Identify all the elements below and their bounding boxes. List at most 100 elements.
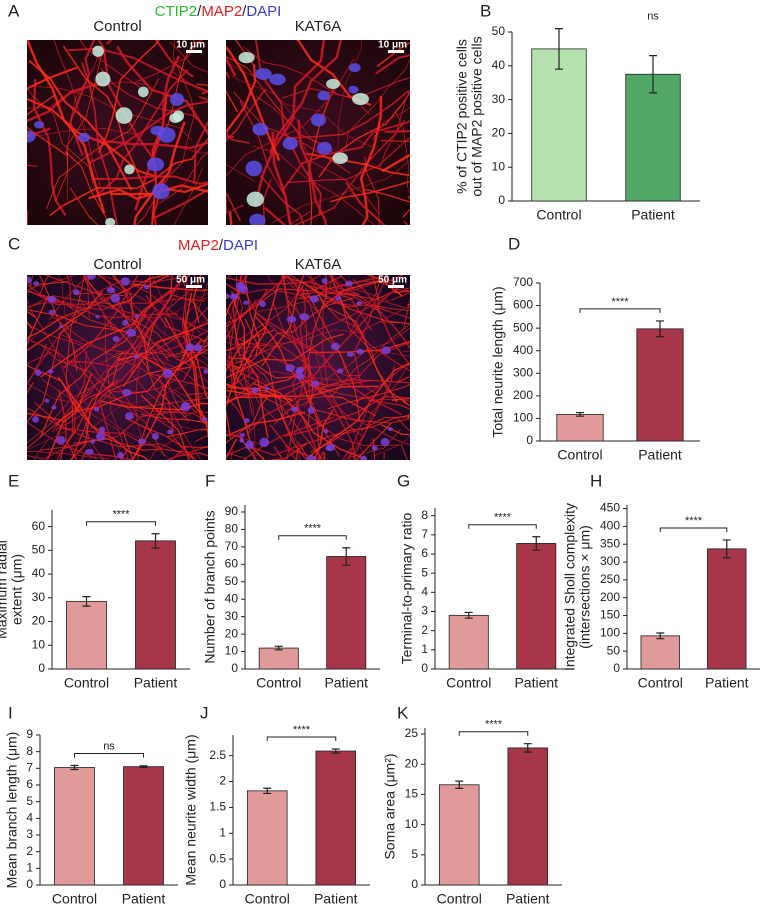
y-tick-label: 8 [26, 744, 33, 758]
bar [438, 784, 480, 886]
sig-label: **** [304, 523, 322, 535]
neurite [135, 158, 186, 225]
y-tick-label: 0 [26, 877, 33, 891]
neurite [296, 449, 298, 460]
neurite [149, 373, 208, 389]
neurite [226, 326, 267, 372]
neurite [320, 279, 410, 294]
neurite [226, 383, 294, 402]
neurite [337, 40, 363, 150]
nucleus [180, 401, 191, 412]
neurite [307, 275, 405, 291]
neurite [27, 291, 157, 320]
neurite [49, 157, 194, 217]
nucleus [201, 417, 208, 422]
nucleus [252, 122, 269, 136]
neurite [375, 54, 410, 75]
neurite [138, 311, 208, 383]
nucleus [146, 157, 165, 172]
y-axis-label: out of MAP2 positive cells [469, 36, 485, 196]
error-bar [139, 765, 148, 769]
nucleus [93, 407, 100, 412]
neurite [244, 318, 308, 460]
y-tick-label: 100 [600, 626, 620, 640]
nucleus [307, 406, 315, 414]
neurite [379, 321, 410, 324]
y-tick-label: 6 [421, 546, 428, 560]
neurite [27, 383, 119, 431]
panel-letter: I [8, 703, 13, 722]
neurite [336, 287, 410, 319]
nucleus [51, 405, 57, 410]
neurite [134, 55, 181, 211]
neurite [92, 138, 208, 150]
neurite [226, 359, 269, 387]
nucleus [185, 343, 195, 352]
y-tick-label: 200 [600, 590, 620, 604]
panel-letter: F [205, 471, 215, 490]
neurite [164, 143, 208, 154]
y-tick-label: 20 [32, 614, 46, 628]
panel-letter: H [590, 471, 602, 490]
neurite [226, 396, 267, 404]
nucleus [356, 348, 364, 355]
sig-bracket [278, 535, 347, 540]
y-tick-label: 15 [405, 787, 419, 801]
y-tick-label: 9 [26, 727, 33, 741]
nucleus [316, 141, 332, 155]
neurite [27, 343, 47, 385]
y-tick-label: 500 [513, 320, 533, 334]
neurite [259, 174, 305, 225]
y-tick-label: 0 [231, 661, 238, 675]
nucleus [167, 429, 174, 435]
neurite [27, 66, 78, 90]
neurite [172, 71, 208, 94]
neurite [246, 379, 371, 436]
nucleus [169, 113, 182, 124]
nucleus [335, 296, 342, 301]
neurite [38, 275, 50, 296]
neurite [226, 299, 257, 324]
neurite [355, 422, 392, 460]
sig-label: **** [685, 515, 703, 527]
x-tick-label: Control [256, 675, 301, 691]
y-tick-label: 0 [613, 661, 620, 675]
nucleus [238, 285, 248, 294]
nucleus [117, 452, 124, 459]
sig-label: ns [103, 740, 115, 752]
error-bar [722, 539, 731, 559]
nucleus [152, 183, 170, 200]
neurite [226, 329, 274, 352]
micrograph: 50 μm [226, 275, 410, 460]
sig-label: **** [485, 719, 503, 731]
neurite [111, 275, 169, 308]
neurite [308, 83, 337, 225]
sig-label: **** [293, 724, 311, 736]
nucleus [387, 427, 393, 432]
nucleus [259, 437, 270, 447]
nucleus [291, 406, 299, 412]
neurite [226, 64, 257, 214]
nucleus [360, 455, 367, 460]
y-tick-label: 40 [492, 58, 506, 72]
neurite [226, 394, 251, 430]
neurite [152, 275, 184, 354]
bar [507, 747, 549, 886]
x-tick-label: Patient [314, 891, 358, 906]
nucleus [122, 389, 132, 396]
sig-label: **** [494, 512, 512, 524]
nucleus [249, 213, 266, 225]
nucleus [126, 328, 137, 337]
neurite [70, 275, 86, 309]
neurite [116, 45, 208, 136]
scale-label: 50 μm [176, 275, 205, 286]
x-tick-label: Control [638, 675, 683, 691]
neurite [367, 399, 410, 410]
neurite [92, 175, 208, 185]
neurite [328, 275, 390, 302]
neurite [267, 275, 323, 384]
neurite [154, 342, 208, 370]
neurite [380, 423, 410, 436]
neurite [360, 415, 410, 431]
x-tick-label: Patient [705, 675, 749, 691]
